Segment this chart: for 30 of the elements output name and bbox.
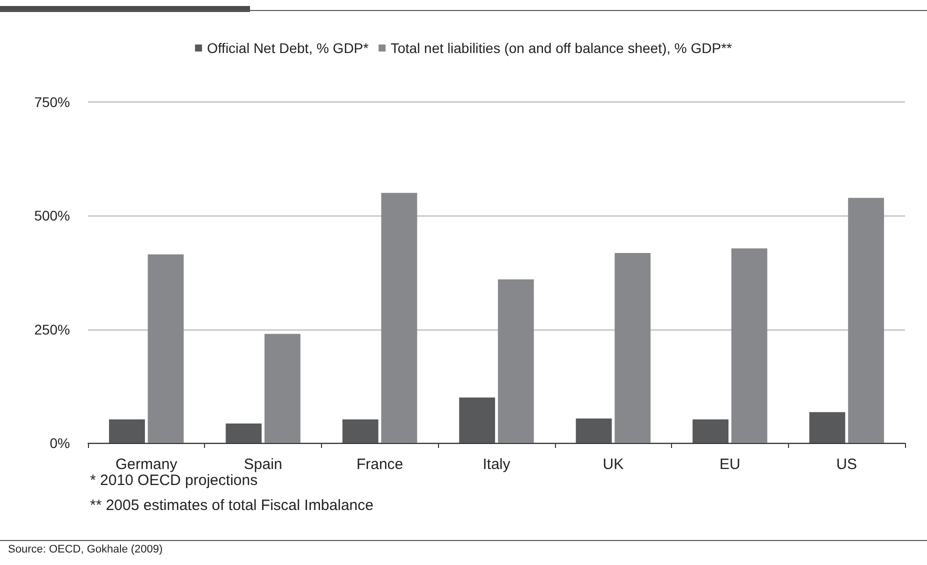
bar <box>731 248 768 443</box>
x-tick-label: US <box>836 456 858 473</box>
x-tick-label: UK <box>602 456 624 473</box>
x-tick-label: EU <box>720 456 740 473</box>
bar <box>381 192 418 443</box>
bar <box>459 398 496 443</box>
x-tick-label: Italy <box>482 456 511 473</box>
bar <box>848 198 884 443</box>
bar <box>692 419 728 443</box>
x-tick-label: Germany <box>116 456 178 473</box>
bar <box>109 419 145 443</box>
x-tick-label: Spain <box>244 456 282 473</box>
legend-label: Total net liabilities (on and off balance sheet), % GDP** <box>390 40 733 56</box>
bar <box>576 418 612 443</box>
x-tick-label: France <box>356 456 404 473</box>
bar <box>809 412 846 443</box>
y-tick-label: 750% <box>34 94 70 110</box>
y-tick-label: 0% <box>50 435 70 451</box>
bar <box>226 423 262 443</box>
bar <box>342 419 378 443</box>
y-tick-label: 500% <box>34 208 70 224</box>
source-note: Source: OECD, Gokhale (2009) <box>8 544 163 556</box>
bar <box>264 334 300 443</box>
text: * 2010 OECD projections <box>90 472 258 489</box>
y-tick-label: 250% <box>34 321 70 338</box>
legend-label: Official Net Debt, % GDP* <box>207 40 370 56</box>
text: ** 2005 estimates of total Fiscal Imbalance <box>90 497 374 514</box>
bar <box>614 252 651 443</box>
bar <box>148 254 184 443</box>
bar <box>498 279 534 443</box>
